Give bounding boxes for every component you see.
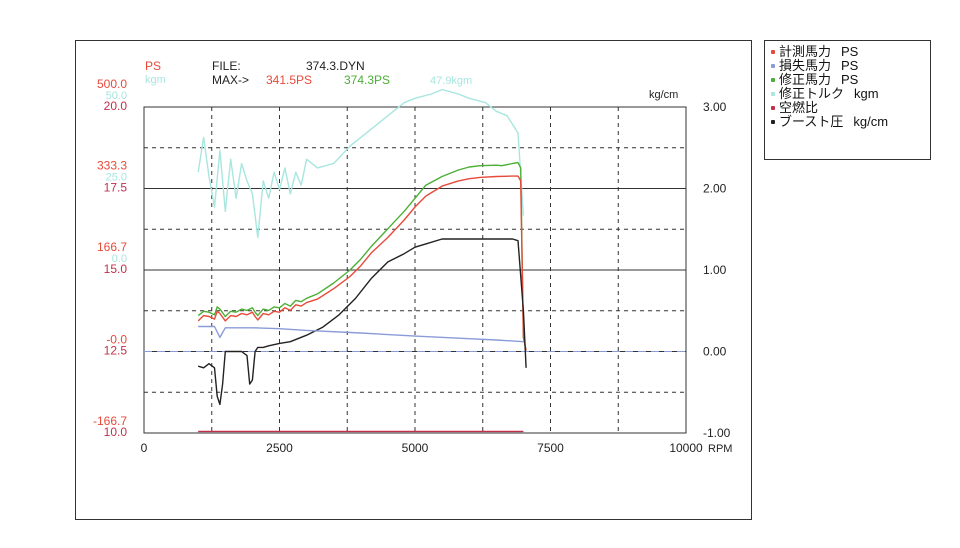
left-axis-ticks: 500.050.020.0 333.325.017.5 166.70.015.0 -0… — [93, 77, 127, 439]
legend-marker — [771, 78, 775, 82]
x-axis-ticks: 0 2500 5000 7500 10000 — [141, 441, 703, 455]
series-measured-line — [197, 175, 527, 351]
legend-item: ブースト圧 kg/cm — [771, 115, 924, 129]
left-axis-tick-label: 50.0 — [106, 90, 127, 102]
x-axis-tick-label: 5000 — [402, 441, 429, 455]
x-axis-tick-label: 0 — [141, 441, 148, 455]
series-torque-line — [197, 88, 525, 239]
legend-item: 修正馬力 PS — [771, 73, 924, 87]
ps-axis-label: PS — [145, 59, 161, 73]
max-label: MAX-> — [212, 73, 249, 87]
legend-label: 修正馬力 — [779, 72, 832, 87]
left-axis-tick-label: -166.7 — [93, 414, 127, 428]
legend-unit: PS — [841, 58, 859, 73]
legend-label: 空燃比 — [779, 100, 819, 115]
legend-item: 空燃比 — [771, 101, 924, 115]
file-label: FILE: — [212, 59, 241, 73]
left-axis-tick-label: 166.7 — [97, 240, 127, 254]
grid — [143, 106, 687, 434]
x-axis-tick-label: 2500 — [266, 441, 293, 455]
x-axis-label: RPM — [708, 443, 732, 455]
chart-frame — [75, 40, 752, 520]
legend-item: 修正トルク kgm — [771, 87, 924, 101]
legend-label: 計測馬力 — [779, 44, 832, 59]
left-axis-tick-label: -0.0 — [106, 333, 127, 347]
legend-item: 計測馬力 PS — [771, 45, 924, 59]
legend-unit: PS — [841, 44, 859, 59]
right-axis-ticks: 3.00 2.00 1.00 0.00 -1.00 — [703, 100, 731, 440]
x-axis-tick-label: 10000 — [669, 441, 703, 455]
legend-marker — [771, 92, 775, 96]
x-axis-tick-label: 7500 — [537, 441, 564, 455]
left-axis-tick-label: 17.5 — [104, 181, 128, 195]
left-axis-tick-label: 12.5 — [104, 344, 128, 358]
kgm-axis-label: kgm — [145, 74, 166, 86]
left-axis-tick-label: 15.0 — [104, 262, 128, 276]
legend-unit: PS — [841, 72, 859, 87]
left-axis-tick-label: 20.0 — [104, 99, 128, 113]
left-axis-tick-label: 0.0 — [112, 253, 127, 265]
max-corrected-value: 374.3PS — [344, 73, 390, 87]
left-axis-tick-label: 25.0 — [106, 172, 127, 184]
max-torque-value: 47.9kgm — [430, 75, 472, 87]
legend-marker — [771, 106, 775, 110]
series-corrected-line — [197, 161, 527, 351]
legend-label: ブースト圧 — [779, 114, 844, 129]
max-measured-value: 341.5PS — [266, 73, 312, 87]
legend-marker — [771, 64, 775, 68]
right-axis-unit: kg/cm — [649, 89, 678, 101]
left-axis-tick-label: 10.0 — [104, 425, 128, 439]
right-axis-tick-label: 0.00 — [703, 345, 727, 359]
right-axis-tick-label: 2.00 — [703, 182, 727, 196]
legend-unit: kgm — [854, 86, 879, 101]
file-name: 374.3.DYN — [306, 59, 365, 73]
legend-marker — [771, 50, 775, 54]
left-axis-tick-label: 333.3 — [97, 159, 127, 173]
legend-item: 損失馬力 PS — [771, 59, 924, 73]
right-axis-tick-label: -1.00 — [703, 426, 731, 440]
legend-unit: kg/cm — [853, 114, 889, 129]
left-axis-tick-label: 500.0 — [97, 77, 127, 91]
legend: 計測馬力 PS 損失馬力 PS 修正馬力 PS 修正トルク kgm 空燃比 ブースト圧 kg/cm — [764, 40, 931, 160]
series-loss-line — [198, 325, 524, 343]
legend-label: 損失馬力 — [779, 58, 832, 73]
right-axis-tick-label: 1.00 — [703, 263, 727, 277]
series-boost-line — [198, 238, 527, 406]
legend-label: 修正トルク — [779, 86, 845, 101]
series-lines — [197, 88, 527, 433]
legend-marker — [771, 120, 775, 124]
right-axis-tick-label: 3.00 — [703, 100, 727, 114]
